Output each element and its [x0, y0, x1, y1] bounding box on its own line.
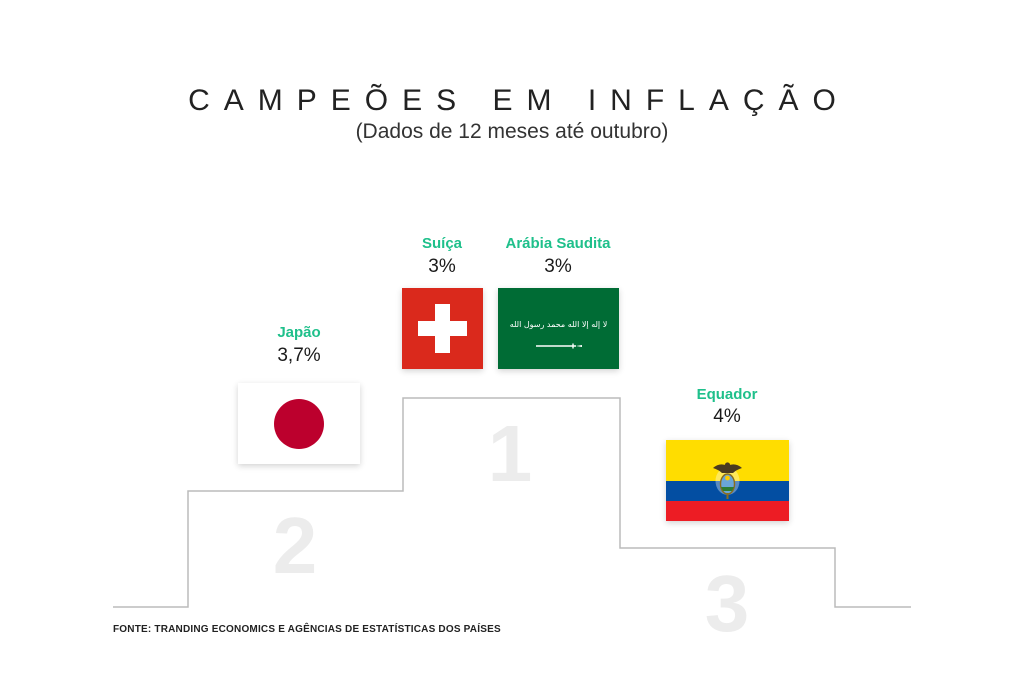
value-switzerland: 3% [428, 256, 456, 277]
country-label-japan: Japão [277, 324, 321, 341]
country-label-switzerland: Suíça [421, 235, 463, 252]
page-subtitle: (Dados de 12 meses até outubro) [355, 120, 669, 143]
country-label-saudi-arabia: Arábia Saudita [505, 235, 611, 252]
country-label-ecuador: Equador [696, 386, 758, 403]
page-title: CAMPEÕES EM INFLAÇÃO [188, 84, 850, 117]
value-ecuador: 4% [713, 406, 741, 427]
value-japan: 3,7% [277, 345, 321, 366]
switzerland-flag-icon [402, 288, 483, 369]
source-note: FONTE: TRANDING ECONOMICS E AGÊNCIAS DE … [113, 624, 501, 635]
rank-number-third: 3 [704, 559, 750, 648]
japan-flag-icon [238, 383, 360, 464]
saudi-flag-inscription: لا إله إلا الله محمد رسول الله [510, 320, 608, 330]
rank-number-first: 1 [487, 409, 533, 498]
rank-number-second: 2 [272, 501, 318, 590]
saudi-arabia-flag-icon: لا إله إلا الله محمد رسول الله [498, 288, 619, 369]
value-saudi-arabia: 3% [544, 256, 572, 277]
ecuador-flag-icon [666, 440, 789, 521]
